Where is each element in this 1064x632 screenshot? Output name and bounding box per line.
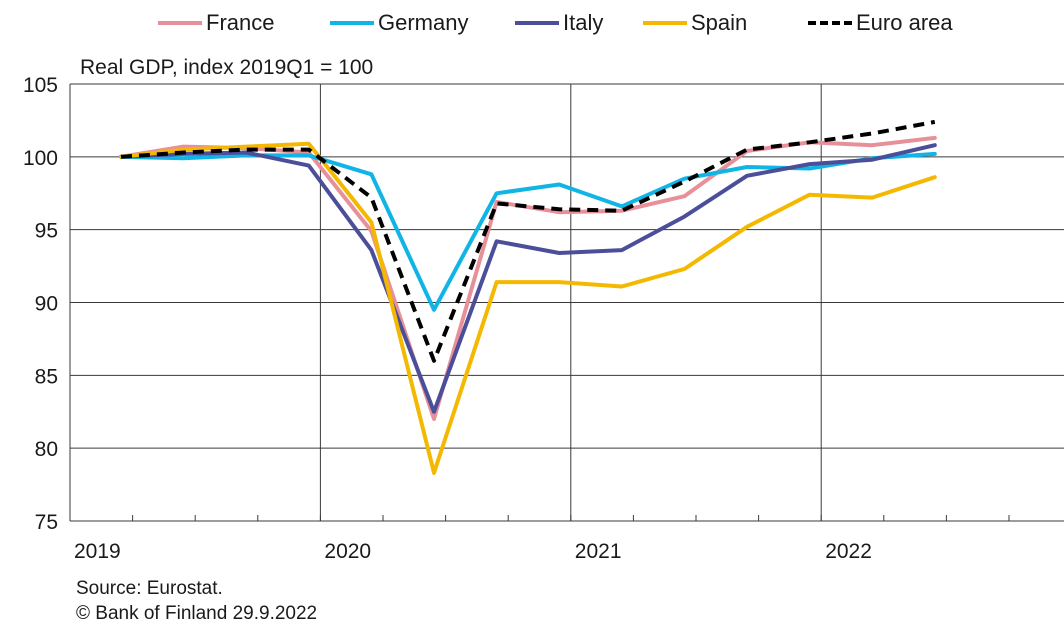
legend-item: Germany bbox=[330, 6, 468, 40]
y-tick-label: 85 bbox=[35, 365, 58, 388]
x-tick-label: 2022 bbox=[825, 540, 872, 563]
legend-label: Germany bbox=[378, 10, 469, 35]
y-tick-label: 75 bbox=[35, 511, 58, 534]
chart-title: Real GDP, index 2019Q1 = 100 bbox=[80, 56, 374, 79]
y-tick-label: 95 bbox=[35, 220, 58, 243]
legend: France Germany Italy Spain Euro area bbox=[0, 6, 1064, 40]
legend-swatch bbox=[808, 21, 852, 25]
legend-item: Italy bbox=[515, 6, 603, 40]
y-tick-label: 80 bbox=[35, 438, 58, 461]
legend-label: Euro area bbox=[856, 10, 953, 35]
legend-label: France bbox=[206, 10, 275, 35]
x-tick-label: 2019 bbox=[74, 540, 121, 563]
legend-swatch bbox=[330, 21, 374, 25]
x-tick-label: 2020 bbox=[324, 540, 371, 563]
series-line-italy bbox=[119, 143, 937, 414]
legend-item: Spain bbox=[643, 6, 747, 40]
legend-item: Euro area bbox=[808, 6, 953, 40]
source-note: Source: Eurostat. bbox=[76, 578, 223, 599]
legend-swatch bbox=[515, 21, 559, 25]
x-tick-label: 2021 bbox=[575, 540, 622, 563]
series-line-france bbox=[119, 135, 937, 421]
y-tick-label: 90 bbox=[35, 293, 58, 316]
series-line-spain bbox=[119, 141, 937, 475]
series-line-euro-area bbox=[120, 119, 936, 363]
legend-label: Spain bbox=[691, 10, 748, 35]
copyright-note: © Bank of Finland 29.9.2022 bbox=[76, 603, 318, 624]
y-tick-label: 105 bbox=[23, 74, 58, 97]
y-tick-label: 100 bbox=[23, 147, 58, 170]
series-line-germany bbox=[119, 151, 937, 312]
legend-swatch bbox=[643, 21, 687, 25]
legend-item: France bbox=[158, 6, 274, 40]
legend-label: Italy bbox=[563, 10, 604, 35]
legend-swatch bbox=[158, 21, 202, 25]
